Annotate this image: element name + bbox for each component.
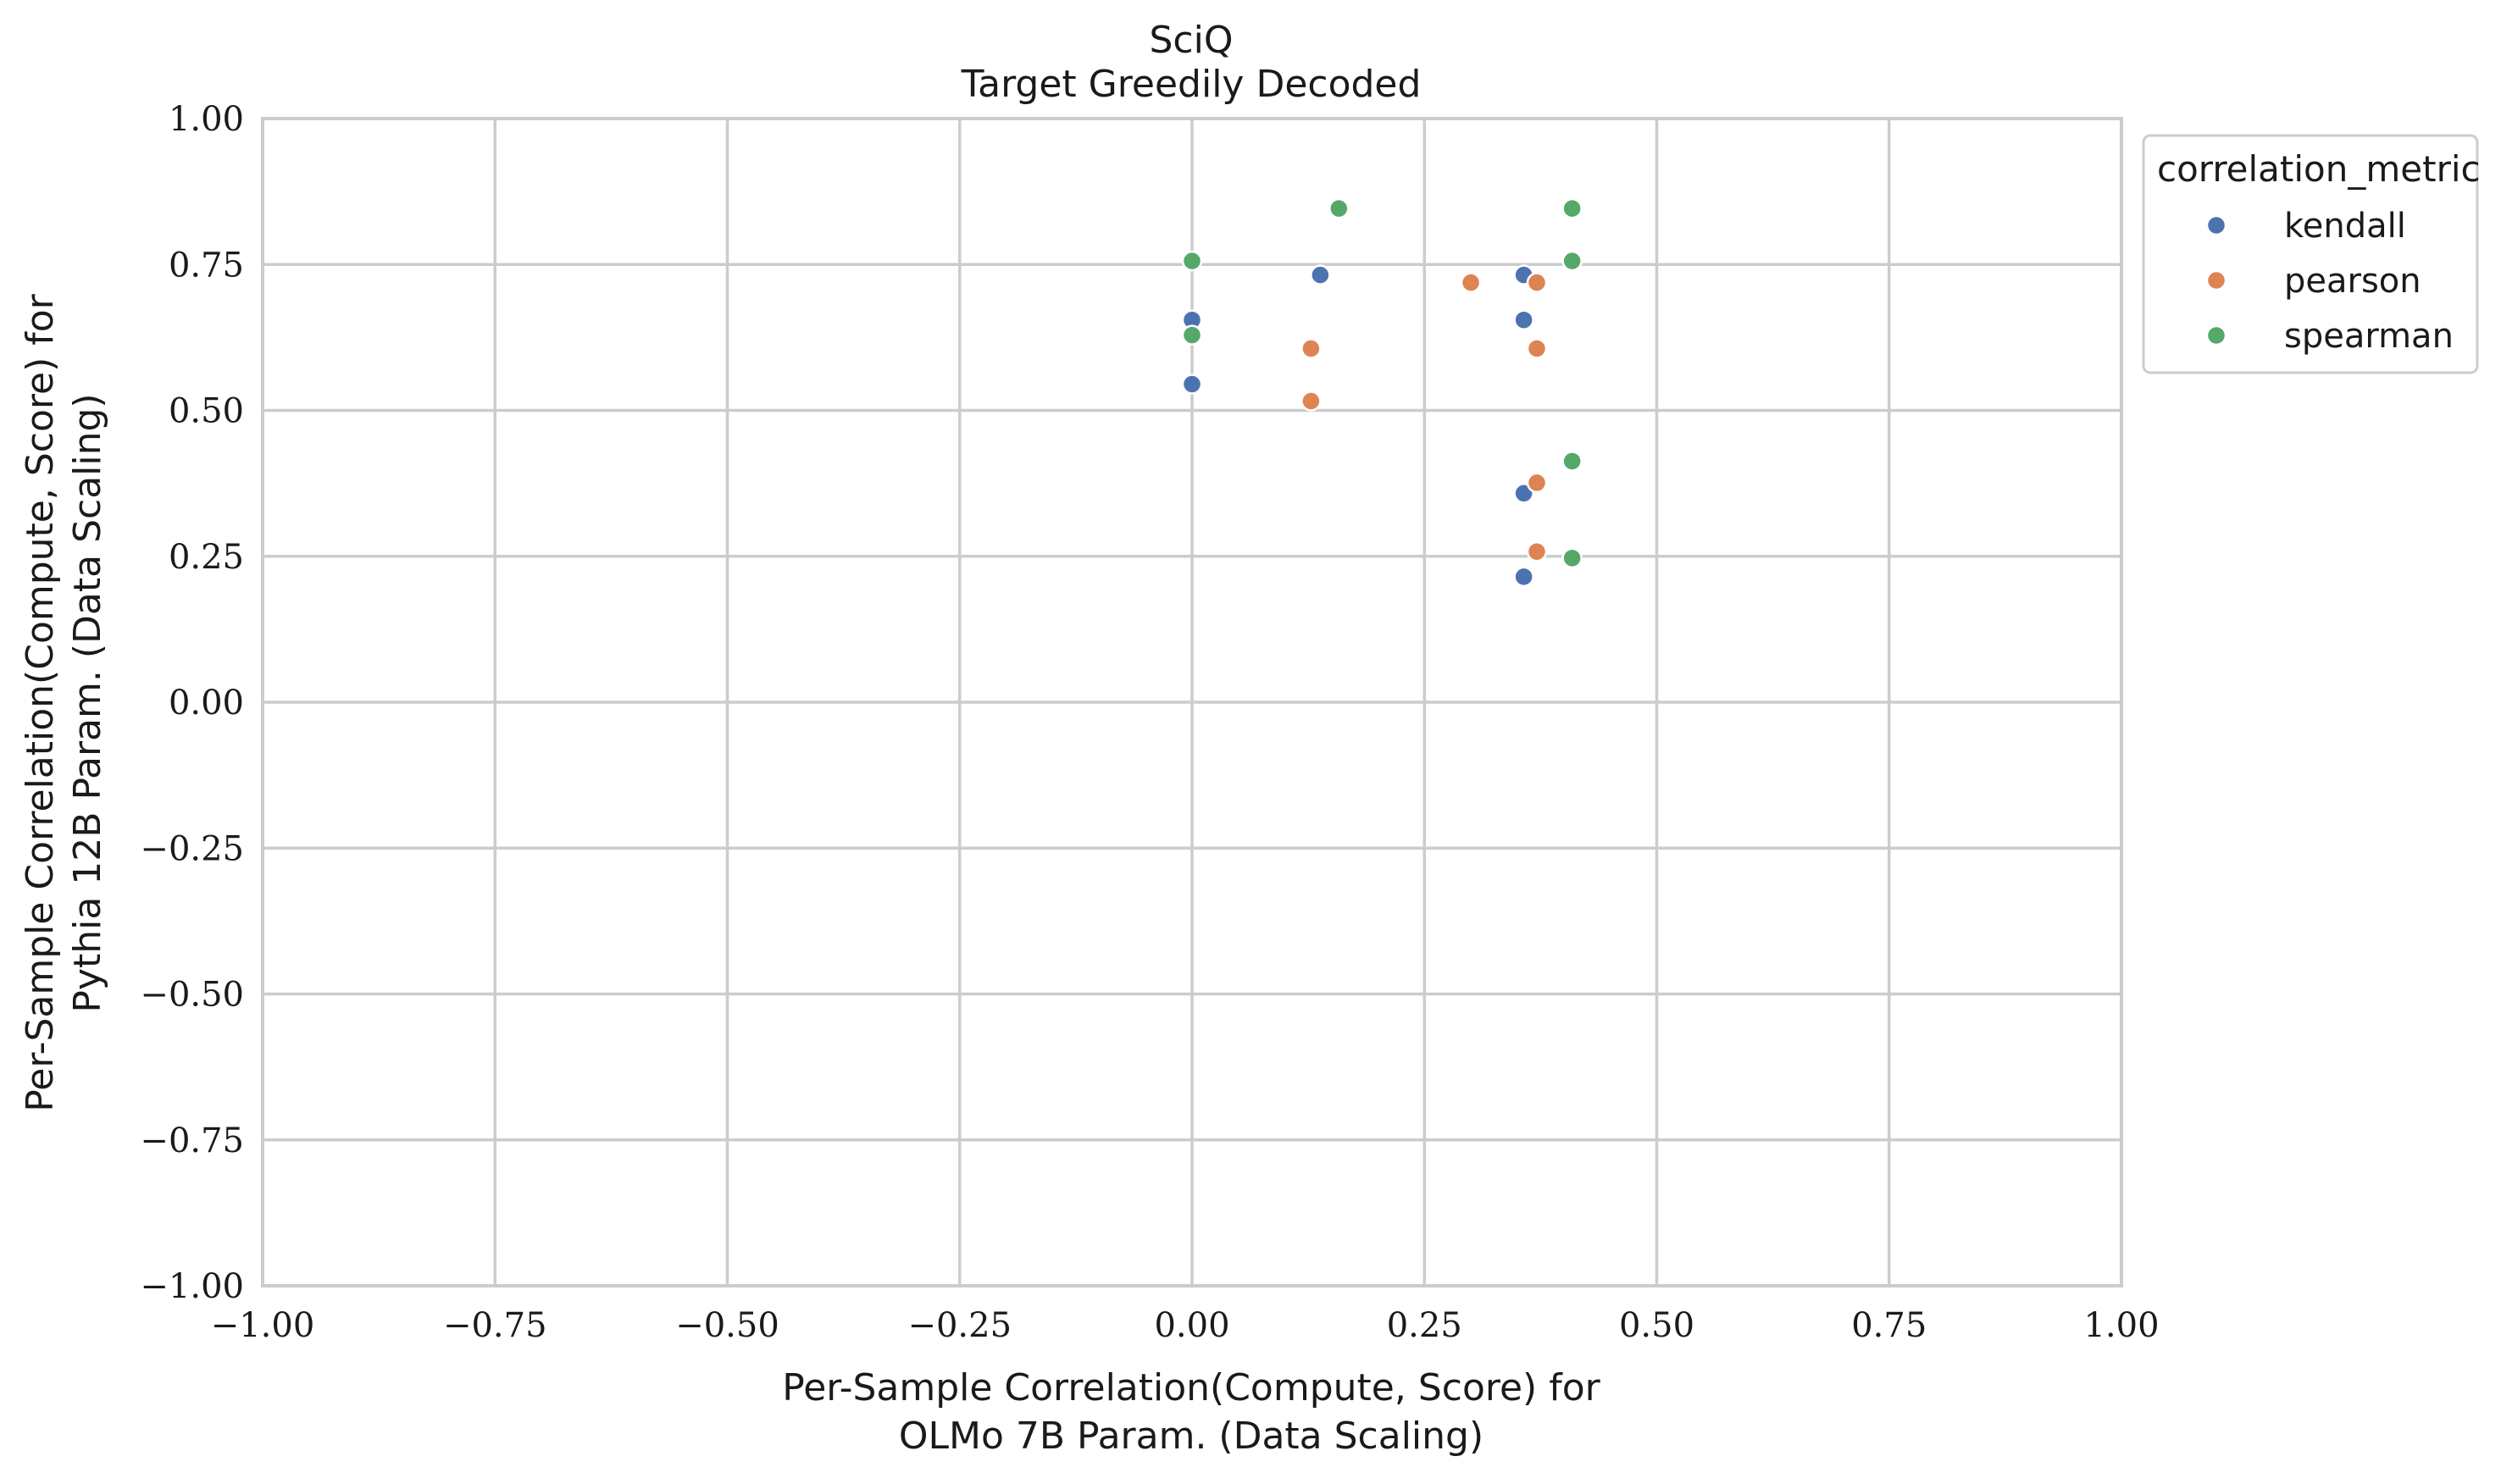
point-pearson bbox=[1526, 272, 1548, 293]
y-tick-label: 0.50 bbox=[169, 392, 244, 431]
legend-box bbox=[2142, 134, 2479, 374]
chart-title: SciQ bbox=[1150, 19, 1234, 62]
point-pearson bbox=[1460, 272, 1482, 293]
point-spearman bbox=[1561, 451, 1583, 472]
point-spearman bbox=[1561, 197, 1583, 219]
point-pearson bbox=[1300, 390, 1322, 412]
x-axis-label-line1: Per-Sample Correlation(Compute, Score) f… bbox=[782, 1366, 1600, 1409]
point-spearman bbox=[1561, 547, 1583, 569]
point-spearman bbox=[1181, 250, 1203, 272]
x-tick-label: 0.75 bbox=[1851, 1306, 1927, 1345]
legend-label-spearman: spearman bbox=[2284, 317, 2454, 356]
x-tick-label: −1.00 bbox=[211, 1306, 315, 1345]
point-kendall bbox=[1513, 566, 1534, 588]
y-tick-label: −0.25 bbox=[140, 829, 244, 868]
legend-label-kendall: kendall bbox=[2284, 207, 2406, 246]
x-tick-label: −0.75 bbox=[443, 1306, 547, 1345]
point-kendall bbox=[1181, 374, 1203, 395]
point-spearman bbox=[1328, 197, 1350, 219]
x-tick-label: −0.50 bbox=[675, 1306, 779, 1345]
point-pearson bbox=[1526, 540, 1548, 562]
x-tick-label: 1.00 bbox=[2083, 1306, 2159, 1345]
x-tick-label: 0.25 bbox=[1387, 1306, 1462, 1345]
legend-marker-spearman bbox=[2205, 324, 2227, 346]
y-tick-label: 0.75 bbox=[169, 246, 244, 285]
point-spearman bbox=[1181, 324, 1203, 346]
x-tick-label: 0.00 bbox=[1154, 1306, 1229, 1345]
x-tick-label: 0.50 bbox=[1619, 1306, 1694, 1345]
legend-title: correlation_metric bbox=[2157, 148, 2481, 190]
legend-items: kendall pearson spearman bbox=[2205, 207, 2454, 356]
legend: correlation_metric kendall pearson spearma… bbox=[2142, 134, 2481, 374]
point-spearman bbox=[1561, 250, 1583, 272]
x-tick-label: −0.25 bbox=[907, 1306, 1012, 1345]
y-axis-label-line1: Per-Sample Correlation(Compute, Score) f… bbox=[19, 293, 62, 1111]
point-pearson bbox=[1300, 338, 1322, 359]
legend-label-pearson: pearson bbox=[2284, 262, 2421, 301]
y-tick-label: 1.00 bbox=[169, 100, 244, 139]
point-kendall bbox=[1513, 309, 1534, 330]
y-tick-label: −0.50 bbox=[140, 976, 244, 1015]
legend-marker-kendall bbox=[2205, 214, 2227, 236]
legend-marker-pearson bbox=[2205, 269, 2227, 291]
data-points bbox=[1181, 197, 1583, 588]
point-kendall bbox=[1310, 264, 1331, 285]
y-tick-label: 0.25 bbox=[169, 538, 244, 577]
grid-lines bbox=[261, 117, 2123, 1287]
y-tick-labels: −1.00 −0.75 −0.50 −0.25 0.00 0.25 0.50 0.75 1.00 bbox=[140, 100, 244, 1306]
point-pearson bbox=[1526, 472, 1548, 494]
x-tick-labels: −1.00 −0.75 −0.50 −0.25 0.00 0.25 0.50 0.75 1.00 bbox=[211, 1306, 2160, 1345]
y-tick-label: −1.00 bbox=[140, 1267, 244, 1306]
point-pearson bbox=[1526, 338, 1548, 359]
plot-frame bbox=[261, 117, 2123, 1287]
y-tick-label: −0.75 bbox=[140, 1121, 244, 1160]
y-tick-label: 0.00 bbox=[169, 684, 244, 723]
y-axis-label-line2: Pythia 12B Param. (Data Scaling) bbox=[66, 393, 109, 1012]
x-axis-label-line2: OLMo 7B Param. (Data Scaling) bbox=[899, 1415, 1483, 1458]
chart-subtitle: Target Greedily Decoded bbox=[961, 63, 1422, 106]
